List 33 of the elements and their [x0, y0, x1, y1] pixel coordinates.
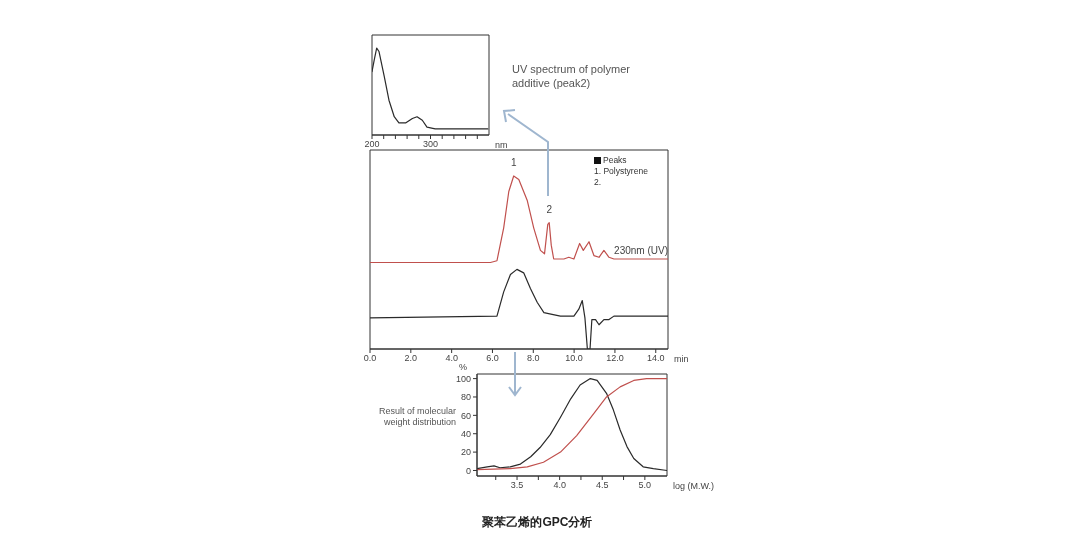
- text: 聚苯乙烯的GPC分析: [481, 514, 594, 531]
- x-tick-label: 2.0: [404, 353, 418, 364]
- x-tick-label: 12.0: [606, 353, 624, 364]
- y-tick-label: 100: [455, 373, 471, 384]
- y-tick-label: 80: [460, 392, 471, 403]
- text: UV spectrum of polymer additive (peak2): [512, 62, 630, 90]
- x-tick-label: 4.0: [445, 353, 458, 364]
- y-tick-label: 20: [460, 447, 471, 458]
- x-tick-label: 200: [364, 139, 380, 150]
- annotation: 1. Polystyrene: [594, 166, 648, 177]
- x-tick-label: 0.0: [363, 353, 377, 364]
- annotation: 2.: [594, 177, 602, 188]
- x-tick-label: 4.5: [595, 480, 609, 491]
- series-label: 230nm (UV): [614, 245, 668, 257]
- x-tick-label: 14.0: [646, 353, 665, 364]
- annotation: 2: [546, 203, 553, 215]
- text: Peaks: [603, 155, 627, 166]
- x-tick-label: 6.0: [486, 353, 499, 364]
- y-tick-label: 0: [465, 465, 471, 476]
- x-tick-label: 300: [422, 139, 439, 150]
- x-tick-label: 3.5: [510, 480, 524, 491]
- x-tick-label: 8.0: [527, 353, 540, 364]
- x-tick-label: 5.0: [638, 480, 652, 491]
- annotation: 1: [510, 156, 517, 168]
- x-tick-label: 4.0: [553, 480, 566, 491]
- text: Result of molecular weight distribution: [377, 406, 456, 428]
- y-tick-label: 60: [460, 410, 471, 421]
- x-axis-title: log (M.W.): [673, 481, 715, 491]
- x-tick-label: 10.0: [565, 353, 583, 364]
- y-tick-label: 40: [460, 428, 471, 439]
- x-axis-title: nm: [495, 140, 508, 150]
- x-axis-title: min: [674, 354, 689, 364]
- y-axis-title: %: [458, 362, 468, 372]
